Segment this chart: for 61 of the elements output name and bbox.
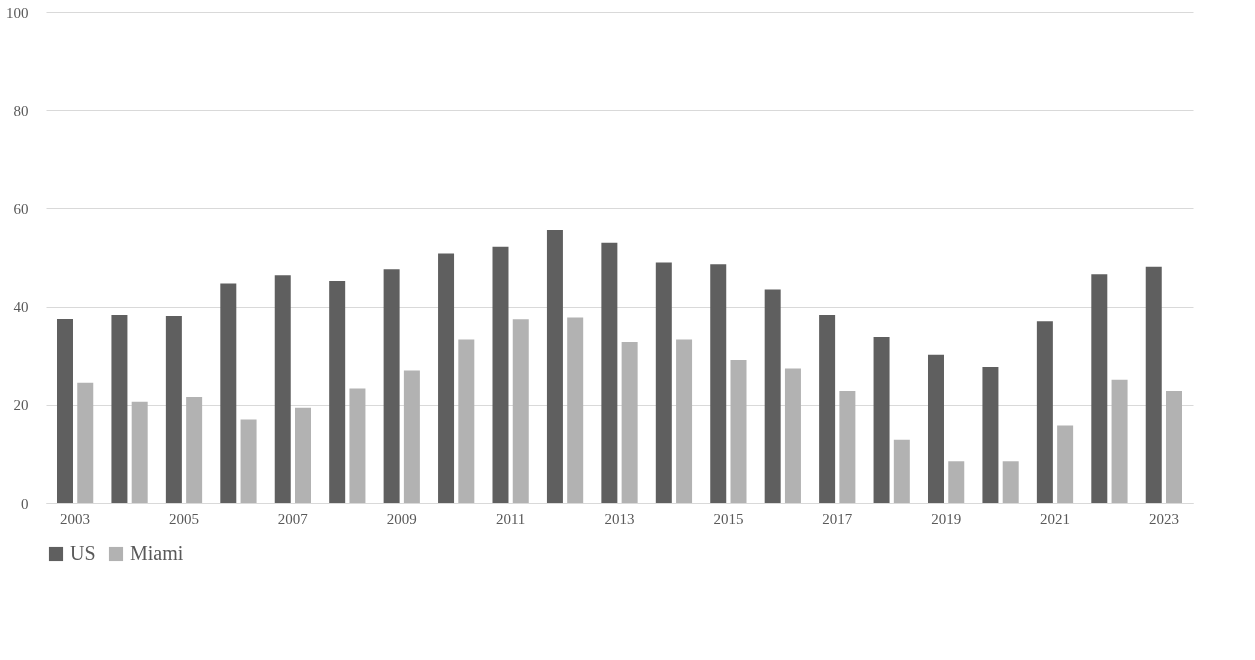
bar [784, 368, 801, 503]
bar [1145, 266, 1162, 503]
bar [186, 396, 203, 503]
bar [621, 341, 638, 503]
y-tick-label: 100 [6, 4, 29, 21]
bar [438, 253, 455, 503]
bar [56, 318, 73, 503]
bar [77, 382, 94, 503]
bar [546, 230, 563, 503]
bar [295, 407, 312, 503]
x-tick-label: 2003 [60, 510, 91, 527]
bar [982, 366, 999, 503]
bar [329, 281, 346, 503]
bar [819, 314, 836, 503]
bar [873, 337, 890, 503]
bar [1036, 321, 1053, 503]
bar [1166, 391, 1183, 503]
bar [948, 461, 965, 503]
bar [1091, 274, 1108, 503]
bar [349, 388, 366, 503]
bar [839, 391, 856, 503]
x-tick-label: 2013 [604, 510, 635, 527]
bar [730, 360, 747, 503]
bar [676, 339, 693, 503]
bar [403, 370, 420, 503]
x-tick-label: 2021 [1040, 510, 1070, 527]
x-tick-label: 2023 [1148, 510, 1179, 527]
bar [764, 289, 781, 503]
y-tick-label: 0 [21, 495, 29, 512]
bar [240, 419, 257, 503]
y-tick-label: 20 [13, 397, 29, 414]
bar [601, 242, 618, 503]
x-tick-label: 2005 [169, 510, 199, 527]
legend-label: US [70, 542, 96, 564]
bar [458, 339, 475, 503]
x-tick-label: 2015 [713, 510, 744, 527]
x-tick-label: 2019 [931, 510, 962, 527]
bar [383, 269, 400, 503]
x-tick-label: 2009 [386, 510, 417, 527]
x-tick-label: 2011 [495, 510, 526, 527]
bar [165, 315, 182, 503]
bar [893, 439, 910, 503]
y-tick-label: 60 [13, 200, 29, 217]
bar [1057, 425, 1074, 503]
x-tick-label: 2007 [277, 510, 309, 527]
bar [927, 354, 944, 503]
bar [492, 246, 509, 503]
y-tick-label: 80 [13, 102, 29, 119]
bar [111, 314, 128, 503]
bar [512, 319, 529, 503]
bar [131, 401, 148, 503]
bar [710, 264, 727, 503]
bar [1002, 461, 1019, 503]
x-tick-label: 2017 [822, 510, 853, 527]
bar [220, 283, 237, 503]
bar [1111, 379, 1128, 503]
legend-label: Miami [130, 542, 184, 564]
y-tick-label: 40 [13, 299, 29, 316]
bar [655, 262, 672, 503]
bar [567, 317, 584, 503]
bar [274, 275, 291, 503]
